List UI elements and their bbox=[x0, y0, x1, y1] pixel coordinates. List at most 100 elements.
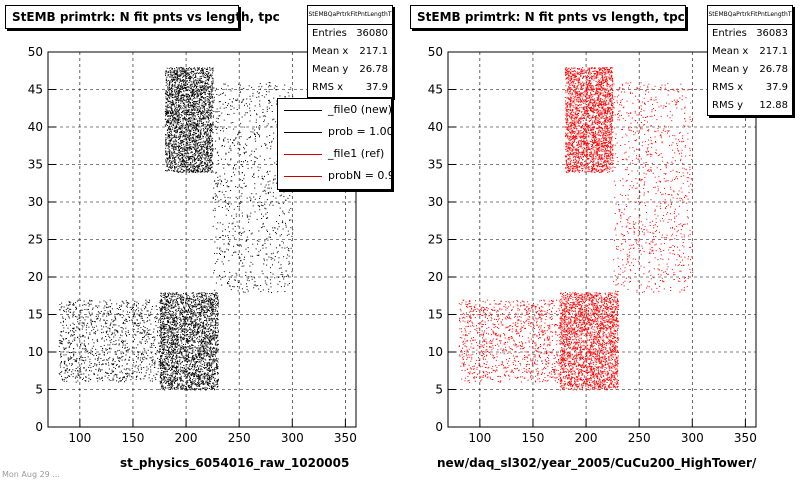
scatter-point bbox=[194, 346, 196, 348]
scatter-point bbox=[214, 328, 216, 330]
scatter-point bbox=[214, 321, 216, 323]
scatter-point bbox=[203, 150, 205, 152]
scatter-point bbox=[165, 111, 167, 112]
scatter-point bbox=[182, 380, 184, 382]
scatter-point bbox=[201, 81, 202, 83]
scatter-point bbox=[183, 328, 185, 330]
scatter-point bbox=[196, 295, 198, 297]
scatter-point bbox=[173, 319, 175, 321]
scatter-point bbox=[169, 383, 171, 385]
scatter-point bbox=[211, 156, 213, 158]
scatter-point bbox=[189, 145, 191, 147]
scatter-point bbox=[201, 359, 203, 361]
scatter-point bbox=[172, 381, 174, 383]
scatter-point bbox=[168, 306, 170, 308]
scatter-point bbox=[194, 296, 195, 298]
scatter-point bbox=[203, 129, 205, 131]
scatter-point bbox=[185, 73, 187, 75]
scatter-point bbox=[177, 334, 179, 335]
scatter-point bbox=[216, 311, 218, 312]
scatter-point bbox=[181, 115, 183, 117]
scatter-point bbox=[186, 326, 188, 328]
scatter-point bbox=[188, 67, 190, 69]
scatter-point bbox=[165, 108, 167, 110]
scatter-point bbox=[198, 131, 200, 132]
scatter-point bbox=[202, 146, 204, 148]
scatter-point bbox=[217, 329, 219, 331]
scatter-point bbox=[208, 356, 210, 358]
scatter-point bbox=[209, 356, 211, 358]
scatter-point bbox=[186, 112, 188, 113]
scatter-point bbox=[191, 68, 193, 70]
scatter-point bbox=[202, 294, 204, 296]
scatter-point bbox=[201, 102, 203, 104]
scatter-point bbox=[182, 111, 183, 113]
scatter-point bbox=[204, 353, 206, 355]
scatter-point bbox=[210, 318, 212, 320]
scatter-point bbox=[182, 357, 184, 359]
scatter-point bbox=[177, 95, 179, 97]
scatter-point bbox=[208, 117, 209, 119]
scatter-point bbox=[205, 323, 207, 325]
scatter-point bbox=[170, 115, 172, 117]
scatter-point bbox=[179, 155, 181, 157]
scatter-point bbox=[168, 101, 170, 102]
scatter-point bbox=[191, 384, 193, 386]
scatter-point bbox=[180, 348, 182, 350]
scatter-point bbox=[174, 342, 176, 344]
scatter-point bbox=[196, 73, 198, 75]
scatter-point bbox=[198, 328, 200, 330]
scatter-point bbox=[184, 389, 186, 391]
scatter-point bbox=[162, 327, 164, 329]
scatter-point bbox=[208, 112, 210, 113]
scatter-point bbox=[160, 356, 161, 357]
scatter-point bbox=[204, 91, 206, 93]
scatter-point bbox=[167, 350, 169, 351]
scatter-point bbox=[186, 143, 188, 145]
scatter-point bbox=[216, 367, 218, 368]
scatter-point bbox=[196, 89, 198, 91]
scatter-point bbox=[206, 164, 208, 166]
scatter-point bbox=[195, 366, 197, 368]
scatter-point bbox=[171, 125, 173, 127]
scatter-point bbox=[188, 125, 190, 127]
scatter-point bbox=[207, 388, 209, 390]
scatter-point bbox=[209, 364, 211, 366]
scatter-point bbox=[204, 97, 206, 99]
scatter-point bbox=[209, 124, 211, 126]
scatter-point bbox=[209, 332, 211, 334]
scatter-point bbox=[189, 146, 191, 148]
scatter-point bbox=[175, 92, 177, 93]
scatter-point bbox=[182, 384, 184, 386]
scatter-point bbox=[201, 94, 202, 95]
scatter-point bbox=[180, 295, 182, 297]
scatter-point bbox=[211, 365, 213, 367]
scatter-point bbox=[204, 350, 206, 352]
scatter-point bbox=[181, 387, 182, 389]
scatter-point bbox=[215, 332, 217, 333]
scatter-point bbox=[217, 312, 219, 314]
scatter-point bbox=[206, 336, 208, 338]
scatter-point bbox=[193, 305, 195, 307]
scatter-point bbox=[199, 86, 201, 88]
scatter-point bbox=[202, 296, 204, 298]
scatter-point bbox=[169, 156, 171, 158]
scatter-point bbox=[172, 117, 174, 119]
scatter-point bbox=[194, 364, 196, 366]
scatter-point bbox=[191, 151, 193, 153]
scatter-point bbox=[202, 73, 204, 74]
scatter-point bbox=[208, 93, 210, 95]
scatter-point bbox=[171, 299, 173, 301]
scatter-point bbox=[208, 72, 210, 74]
scatter-point bbox=[192, 154, 194, 155]
scatter-point bbox=[175, 87, 177, 89]
scatter-point bbox=[204, 306, 205, 308]
scatter-point bbox=[159, 348, 161, 350]
scatter-point bbox=[185, 84, 187, 86]
scatter-point bbox=[160, 302, 161, 304]
scatter-point bbox=[207, 142, 209, 144]
scatter-point bbox=[195, 127, 197, 129]
scatter-point bbox=[175, 111, 176, 113]
scatter-point bbox=[177, 78, 179, 80]
scatter-point bbox=[186, 156, 188, 158]
